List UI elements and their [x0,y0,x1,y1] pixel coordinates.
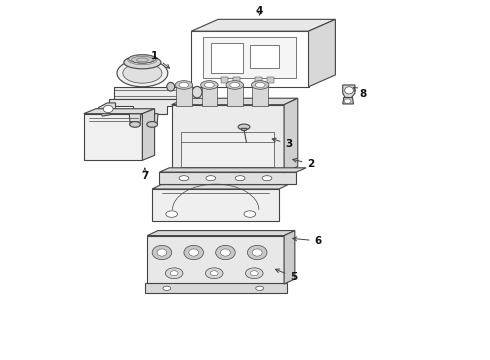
Bar [181,132,274,167]
Polygon shape [147,114,158,125]
Ellipse shape [189,249,198,256]
Text: 8: 8 [353,87,367,99]
Ellipse shape [252,249,262,256]
Ellipse shape [123,63,162,83]
Bar [267,77,274,83]
Polygon shape [284,230,295,284]
Bar [191,31,309,87]
Bar [252,85,268,107]
Bar [147,235,284,284]
Bar [84,114,143,160]
Ellipse shape [170,271,178,276]
Ellipse shape [179,176,189,181]
Ellipse shape [130,122,141,127]
Ellipse shape [147,122,158,127]
Polygon shape [343,98,353,104]
Ellipse shape [206,176,216,181]
Ellipse shape [179,82,189,87]
Bar [220,77,228,83]
Ellipse shape [344,87,353,94]
Polygon shape [191,19,335,31]
Bar [227,85,243,107]
Polygon shape [143,109,155,160]
Ellipse shape [210,271,218,276]
Polygon shape [152,185,288,189]
Polygon shape [114,87,184,99]
Ellipse shape [192,86,202,98]
Polygon shape [109,99,186,114]
Bar [201,85,217,107]
Ellipse shape [103,105,113,113]
Ellipse shape [220,249,230,256]
Bar [211,42,243,73]
Bar [176,85,192,107]
Ellipse shape [204,82,214,87]
Text: 3: 3 [272,138,293,149]
Text: 1: 1 [151,51,170,68]
Polygon shape [159,168,306,172]
Ellipse shape [250,271,258,276]
Polygon shape [84,109,155,114]
Bar [203,37,296,78]
Text: 7: 7 [141,168,148,181]
Text: 5: 5 [275,269,297,282]
Bar [250,45,279,68]
Ellipse shape [117,59,168,87]
Polygon shape [98,103,116,116]
Ellipse shape [184,246,203,260]
Ellipse shape [200,81,218,89]
Bar [152,189,279,221]
Ellipse shape [205,268,223,279]
Ellipse shape [344,99,351,103]
Ellipse shape [255,82,265,87]
Polygon shape [309,19,335,87]
Ellipse shape [244,211,256,217]
Polygon shape [172,98,298,105]
Text: 4: 4 [256,6,263,17]
Text: 6: 6 [293,236,322,246]
Ellipse shape [175,81,193,89]
Bar [255,77,262,83]
Bar [172,105,284,173]
Ellipse shape [230,82,240,87]
Ellipse shape [256,286,264,291]
Ellipse shape [157,249,167,256]
Ellipse shape [216,246,235,260]
Ellipse shape [235,176,245,181]
Ellipse shape [245,268,263,279]
Ellipse shape [129,54,156,63]
Ellipse shape [238,124,250,130]
Ellipse shape [152,246,171,260]
Ellipse shape [247,246,267,260]
Polygon shape [343,85,355,98]
Text: 2: 2 [293,158,315,169]
Ellipse shape [163,286,171,291]
Polygon shape [129,114,141,125]
Ellipse shape [167,82,174,91]
Polygon shape [284,98,298,173]
Polygon shape [241,129,247,131]
Ellipse shape [251,81,269,89]
Ellipse shape [226,81,244,89]
Polygon shape [147,230,295,235]
Ellipse shape [166,211,177,217]
Ellipse shape [262,176,272,181]
Ellipse shape [165,268,183,279]
Bar [233,77,240,83]
Bar [145,283,287,293]
Bar [159,172,296,184]
Ellipse shape [124,56,161,69]
